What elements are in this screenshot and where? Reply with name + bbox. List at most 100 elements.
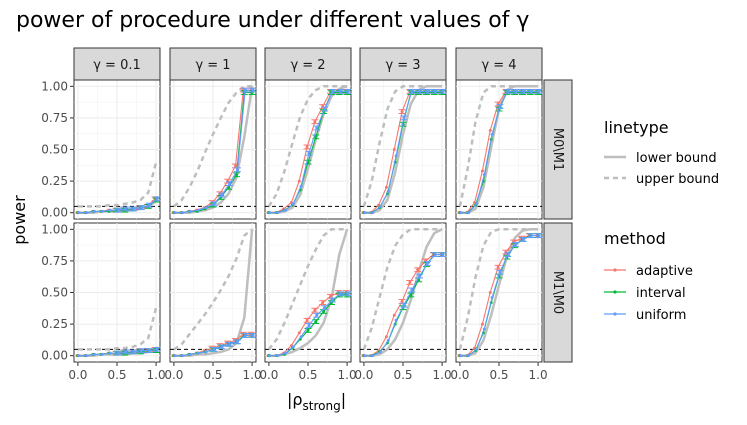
uniform-point [188,352,192,356]
strip-background [169,47,257,81]
uniform-point [386,189,390,193]
panel-r2-c5 [455,222,543,363]
uniform-point [482,173,486,177]
uniform-point [181,354,185,358]
x-axis-title-sub: strong [303,399,341,413]
adaptive-point [297,179,301,183]
uniform-point [291,345,295,349]
uniform-point [181,211,185,215]
adaptive-point [384,335,388,339]
row-strip-1: M0\M1 [543,79,573,220]
uniform-point [77,354,81,358]
uniform-point [386,339,390,343]
uniform-point [474,347,478,351]
x-tick-label: 1.0 [338,368,357,382]
uniform-point [100,209,104,213]
uniform-point [92,209,96,213]
uniform-point [394,318,398,322]
panel-r1-c5 [455,79,543,220]
upper-bound-line [173,228,253,351]
uniform-point [173,211,177,215]
column-strip-label: γ = 4 [481,58,516,73]
lower-bound-line [173,86,254,214]
y-tick-label: 0.00 [41,206,68,220]
column-strip-2: γ = 1 [169,47,257,81]
uniform-point [188,209,192,213]
column-strip-4: γ = 3 [359,47,447,81]
x-tick-label: 0.5 [107,368,126,382]
x-tick-label: 0.0 [354,368,373,382]
upper-bound-line [77,161,158,208]
uniform-point [108,351,112,355]
y-tick-label: 0.25 [41,317,68,331]
adaptive-point [488,129,492,133]
uniform-point [299,184,303,188]
x-tick-label: 0.0 [68,368,87,382]
y-tick-label: 0.50 [41,286,68,300]
strip-background [543,79,573,220]
y-tick-label: 0.75 [41,254,68,268]
legend-uniform-dot [613,312,617,316]
uniform-point [459,354,463,358]
panel-r2-c4 [359,222,447,363]
uniform-point [363,211,367,215]
panel-r1-c1 [73,79,161,220]
x-tick-label: 0.0 [450,368,469,382]
y-axis-title: power [10,195,29,245]
chart-title: power of procedure under different value… [16,8,529,33]
uniform-point [467,354,471,358]
uniform-point [490,296,494,300]
panel-r2-c3 [264,222,352,363]
uniform-point [173,354,177,358]
uniform-point [363,354,367,358]
legend: linetype lower bound upper bound method … [604,118,719,323]
uniform-point [92,352,96,356]
x-tick-label: 1.0 [243,368,262,382]
strip-background [543,222,573,363]
uniform-point [490,132,494,136]
adaptive-point [384,185,388,189]
uniform-point [196,351,200,355]
x-tick-label: 1.0 [147,368,166,382]
uniform-point [299,335,303,339]
uniform-point [108,208,112,212]
legend-upper-bound-label: upper bound [636,172,719,187]
column-strip-label: γ = 0.1 [93,58,141,73]
x-axis-title: |ρstrong| [287,390,346,413]
x-axis-title-main: |ρ [287,390,303,409]
panel-r1-c3 [264,79,352,220]
uniform-point [268,211,272,215]
uniform-point [204,206,208,210]
x-tick-label: 1.0 [433,368,452,382]
x-tick-label: 0.5 [203,368,222,382]
column-strip-1: γ = 0.1 [73,47,161,81]
uniform-point [276,354,280,358]
uniform-point [371,354,375,358]
x-axis-title-end: | [341,390,346,409]
adaptive-point [480,169,484,173]
row-strip-label: M0\M1 [550,128,565,171]
uniform-point [394,154,398,158]
column-strip-3: γ = 2 [264,47,352,81]
legend-adaptive-dot [613,268,617,272]
y-tick-label: 0.75 [41,111,68,125]
y-tick-label: 0.50 [41,143,68,157]
uniform-point [85,354,89,358]
uniform-point [371,211,375,215]
uniform-point [283,351,287,355]
uniform-point [291,202,295,206]
row-strip-2: M1\M0 [543,222,573,363]
panel-r1-c4 [359,79,447,220]
upper-bound-line [267,85,348,208]
adaptive-point [480,322,484,326]
column-strip-label: γ = 2 [290,58,325,73]
adaptive-point [392,313,396,317]
legend-linetype-title: linetype [604,118,669,137]
legend-interval-dot [613,290,617,294]
x-tick-label: 0.5 [393,368,412,382]
axes-layer: 0.000.250.500.751.000.000.250.500.751.00… [41,79,547,382]
uniform-point [482,327,486,331]
uniform-point [268,354,272,358]
strip-background [264,47,352,81]
upper-bound-line [173,85,253,208]
